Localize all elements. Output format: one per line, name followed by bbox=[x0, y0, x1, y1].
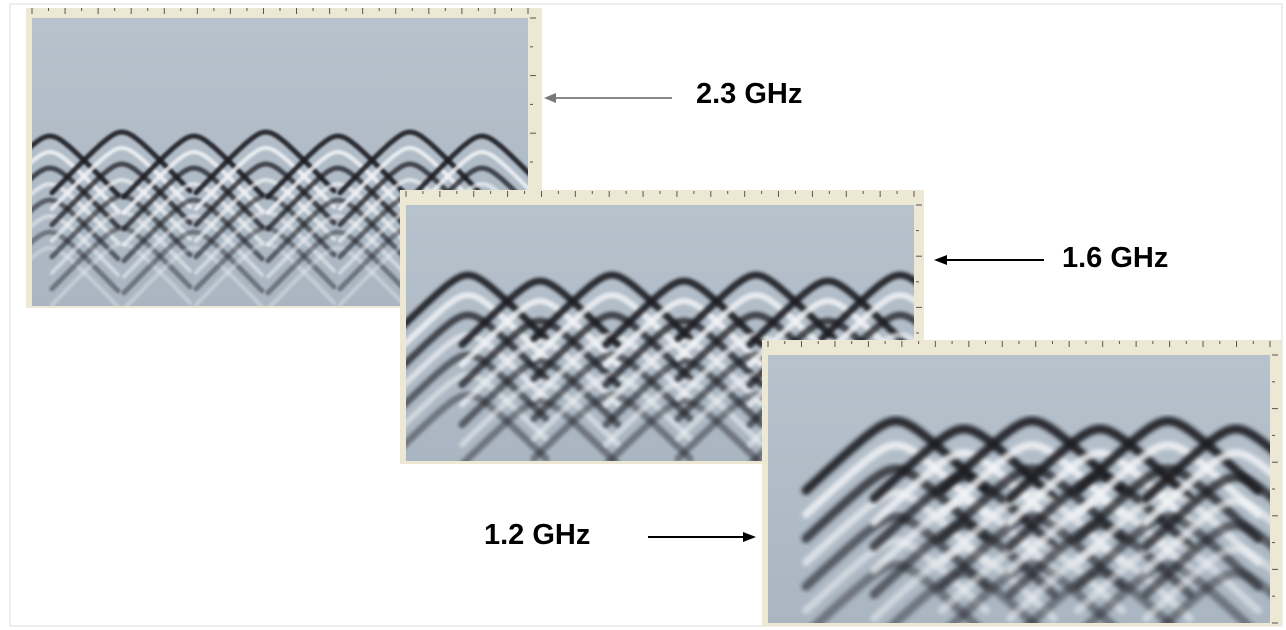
label-1-6ghz: 1.6 GHz bbox=[1062, 242, 1169, 274]
figure-border bbox=[9, 3, 1283, 627]
label-1-2ghz: 1.2 GHz bbox=[484, 519, 591, 551]
arrow-1-2ghz bbox=[648, 532, 756, 542]
scan-2-3ghz bbox=[26, 8, 542, 308]
label-2-3ghz: 2.3 GHz bbox=[696, 78, 803, 110]
scan-1-2ghz bbox=[762, 340, 1282, 626]
arrow-2-3ghz bbox=[544, 93, 672, 103]
arrow-1-6ghz bbox=[934, 255, 1044, 265]
